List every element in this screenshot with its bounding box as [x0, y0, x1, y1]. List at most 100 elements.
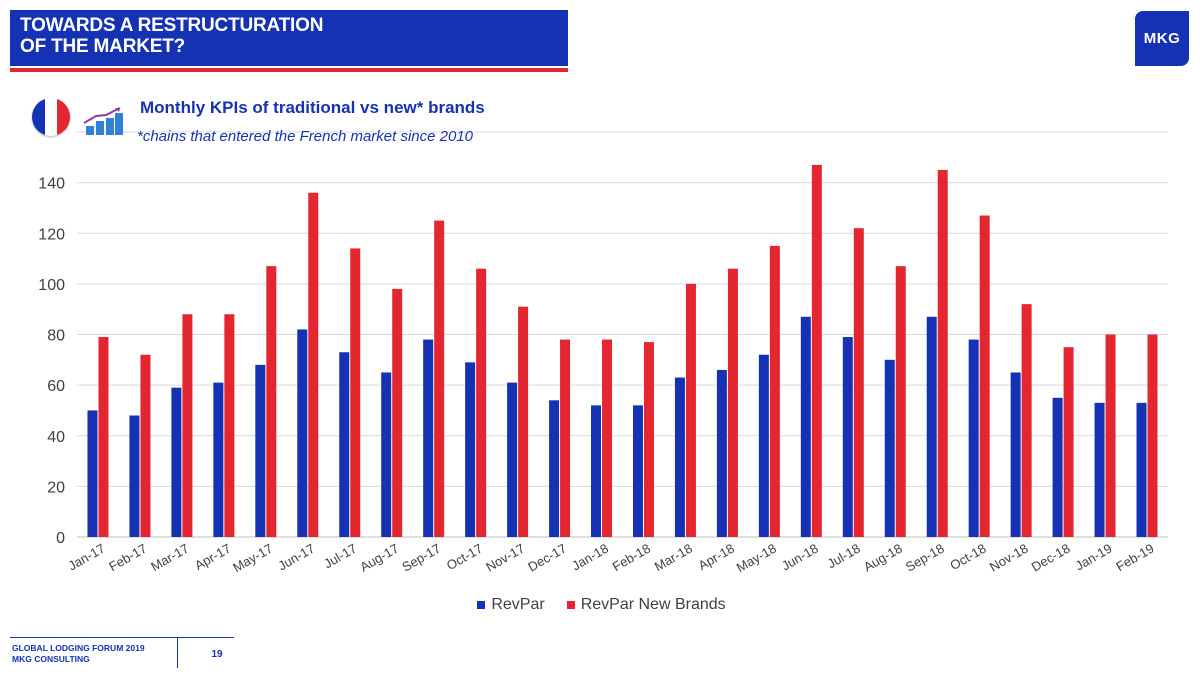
y-tick-label: 100 [38, 277, 65, 294]
x-tick-label: Feb-17 [106, 541, 149, 575]
bar-revpar-new-brands [350, 248, 361, 537]
y-tick-label: 80 [47, 328, 65, 345]
bar-revpar [716, 369, 727, 537]
bar-revpar-new-brands [727, 268, 738, 537]
bar-revpar [381, 372, 392, 537]
bar-revpar-new-brands [1063, 347, 1074, 537]
bar-revpar [1052, 397, 1063, 537]
legend-item-revpar-new-brands: RevPar New Brands [566, 596, 726, 614]
bar-revpar [926, 316, 937, 537]
bar-revpar-new-brands [1147, 334, 1158, 537]
y-tick-label: 140 [38, 176, 65, 193]
bar-revpar-new-brands [224, 314, 235, 537]
x-tick-label: Jan-18 [569, 541, 611, 574]
bar-revpar [758, 354, 769, 537]
x-tick-label: May-18 [734, 541, 779, 576]
x-tick-label: Dec-17 [525, 541, 569, 575]
footer-rule [10, 637, 234, 638]
bar-revpar-new-brands [308, 192, 319, 537]
x-tick-label: Jul-18 [825, 541, 863, 572]
legend-label-revpar: RevPar [491, 596, 545, 613]
bar-revpar [213, 382, 224, 537]
legend-swatch-revpar [477, 601, 486, 609]
bar-revpar-new-brands [182, 314, 193, 537]
chart-footnote: *chains that entered the French market s… [137, 128, 474, 145]
bar-revpar-new-brands [1021, 304, 1032, 537]
x-tick-label: May-17 [230, 541, 275, 576]
x-tick-label: Nov-18 [987, 541, 1031, 575]
bar-revpar-new-brands [769, 245, 780, 537]
legend-label-revpar-new-brands: RevPar New Brands [580, 596, 726, 613]
bar-revpar-new-brands [811, 164, 822, 537]
chart-legend: RevPar RevPar New Brands [0, 596, 1203, 614]
bar-revpar-new-brands [1105, 334, 1116, 537]
y-tick-label: 40 [47, 429, 65, 446]
x-tick-label: Apr-18 [696, 541, 737, 574]
bar-revpar [423, 339, 434, 537]
x-tick-label: Oct-17 [444, 541, 485, 573]
bar-revpar [632, 405, 643, 537]
bar-chart-trend-icon [83, 107, 123, 135]
x-tick-label: Apr-17 [192, 541, 233, 574]
bar-revpar [549, 400, 560, 537]
x-tick-label: Feb-19 [1113, 541, 1156, 575]
bar-revpar-new-brands [895, 266, 906, 537]
footer-text: GLOBAL LODGING FORUM 2019 MKG CONSULTING [12, 643, 145, 665]
bar-revpar [171, 387, 182, 537]
footer-separator [177, 638, 178, 668]
bar-revpar-new-brands [560, 339, 571, 537]
x-tick-label: Mar-17 [148, 541, 191, 575]
bar-revpar [87, 410, 98, 537]
bar-revpar-new-brands [476, 268, 487, 537]
bar-revpar-new-brands [643, 342, 654, 537]
y-tick-label: 60 [47, 378, 65, 395]
bar-revpar-new-brands [140, 354, 151, 537]
bar-revpar-new-brands [602, 339, 613, 537]
page-title-line1: TOWARDS A RESTRUCTURATION [20, 15, 324, 36]
bar-revpar-new-brands [518, 306, 529, 537]
legend-swatch-revpar-new-brands [566, 601, 575, 609]
x-tick-label: Jun-17 [275, 541, 317, 574]
x-tick-label: Jun-18 [779, 541, 821, 574]
bar-revpar [674, 377, 685, 537]
bar-revpar [129, 415, 140, 537]
bar-revpar-new-brands [853, 228, 864, 537]
bar-revpar-new-brands [434, 220, 445, 537]
bar-revpar [591, 405, 602, 537]
x-tick-label: Mar-18 [652, 541, 695, 575]
bar-revpar-new-brands [979, 215, 990, 537]
x-tick-label: Jan-17 [66, 541, 108, 574]
x-tick-label: Nov-17 [483, 541, 527, 575]
bar-revpar [1094, 402, 1105, 537]
bar-revpar-new-brands [98, 337, 109, 537]
title-underline [10, 68, 568, 72]
bar-revpar [465, 362, 476, 537]
x-tick-label: Aug-17 [357, 541, 401, 575]
bar-revpar-new-brands [937, 169, 948, 537]
title-box: TOWARDS A RESTRUCTURATION OF THE MARKET? [10, 10, 568, 66]
legend-item-revpar: RevPar [477, 596, 545, 614]
bar-revpar-new-brands [392, 288, 403, 537]
page-number: 19 [211, 649, 223, 660]
bar-revpar [255, 364, 266, 537]
x-tick-label: Feb-18 [610, 541, 653, 575]
x-tick-label: Sep-17 [399, 541, 443, 575]
bar-revpar [297, 329, 308, 537]
mkg-logo: MKG [1135, 11, 1189, 66]
x-tick-label: Jan-19 [1073, 541, 1115, 574]
y-tick-label: 120 [38, 226, 65, 243]
x-tick-label: Dec-18 [1029, 541, 1073, 575]
y-tick-label: 20 [47, 479, 65, 496]
x-tick-label: Aug-18 [861, 541, 905, 575]
x-tick-label: Jul-17 [321, 541, 359, 572]
footer-company: MKG CONSULTING [12, 654, 90, 664]
footer-event: GLOBAL LODGING FORUM 2019 [12, 643, 145, 653]
x-tick-label: Oct-18 [947, 541, 988, 573]
bar-revpar [1010, 372, 1021, 537]
bar-revpar-new-brands [685, 283, 696, 537]
bar-revpar [800, 316, 811, 537]
chart-subtitle: Monthly KPIs of traditional vs new* bran… [140, 98, 485, 117]
bar-revpar [507, 382, 518, 537]
bar-revpar-new-brands [266, 266, 277, 537]
